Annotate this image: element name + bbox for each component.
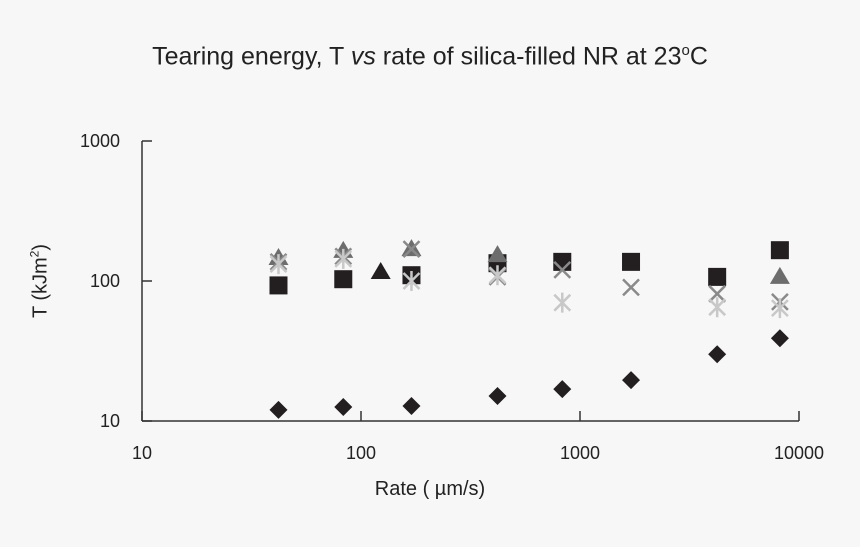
triangle-marker bbox=[487, 245, 508, 263]
asterisk-marker bbox=[269, 254, 288, 275]
x-marker bbox=[553, 261, 572, 279]
square-marker bbox=[334, 270, 353, 289]
diamond-marker bbox=[402, 396, 421, 415]
diamond-marker bbox=[269, 400, 288, 419]
diamond-marker bbox=[622, 371, 641, 390]
asterisk-marker bbox=[708, 297, 727, 318]
chart-title: Tearing energy, T vs rate of silica-fill… bbox=[152, 42, 708, 71]
y-tick-label: 10 bbox=[100, 411, 120, 431]
square-marker bbox=[622, 252, 641, 271]
asterisk-marker bbox=[553, 292, 572, 313]
x-marker bbox=[402, 240, 421, 258]
x-marker bbox=[708, 284, 727, 303]
triangle-marker bbox=[370, 261, 391, 279]
diamond-marker bbox=[334, 397, 353, 416]
asterisk-marker bbox=[771, 298, 789, 319]
x-tick-label: 10 bbox=[132, 443, 152, 463]
asterisk-marker bbox=[488, 265, 507, 286]
x-marker bbox=[622, 278, 640, 297]
x-tick-label: 10000 bbox=[774, 443, 824, 463]
square-marker bbox=[770, 241, 789, 260]
diamond-marker bbox=[488, 386, 507, 405]
x-axis-label: Rate ( µm/s) bbox=[374, 478, 486, 500]
diamond-marker bbox=[770, 329, 789, 348]
diamond-marker bbox=[708, 345, 727, 364]
triangle-marker bbox=[769, 266, 790, 284]
x-tick-label: 100 bbox=[346, 443, 376, 463]
x-tick-label: 1000 bbox=[560, 443, 600, 463]
square-marker bbox=[708, 267, 727, 286]
y-tick-label: 1000 bbox=[80, 131, 120, 151]
square-marker bbox=[269, 276, 288, 295]
asterisk-marker bbox=[402, 271, 421, 291]
y-tick-label: 100 bbox=[90, 271, 120, 291]
diamond-marker bbox=[553, 380, 572, 399]
asterisk-marker bbox=[334, 248, 353, 269]
